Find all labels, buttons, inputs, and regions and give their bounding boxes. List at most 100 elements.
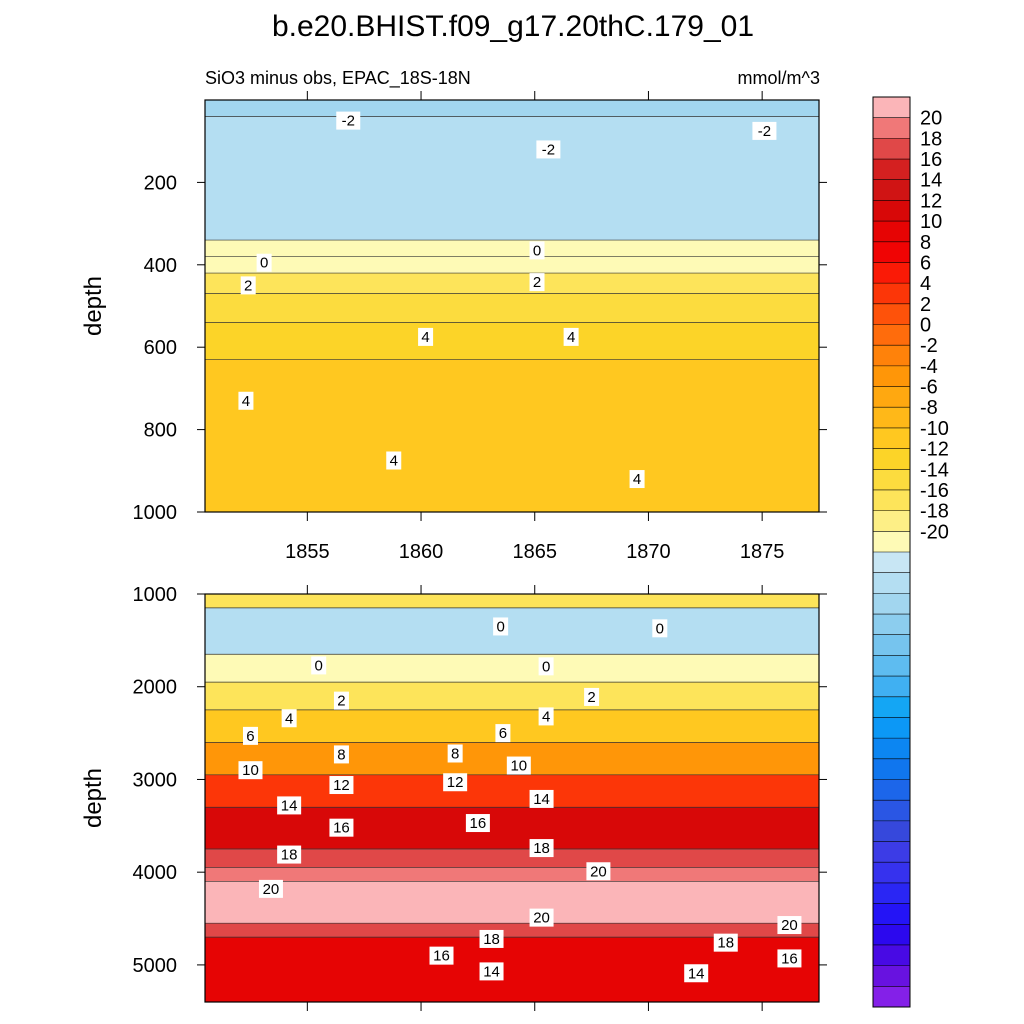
colorbar-swatch: [873, 531, 910, 553]
lower-contour-label-bg: [777, 916, 802, 935]
lower-y-tick-label: 1000: [133, 584, 178, 606]
colorbar: 20181614121086420-2-4-6-8-10-12-14-16-18…: [872, 96, 949, 1008]
colorbar-tick-label: -14: [920, 459, 949, 481]
lower-contour-label-bg: [713, 933, 738, 952]
upper-contour-label-bg: [529, 241, 545, 260]
colorbar-tick-label: 4: [920, 273, 931, 295]
upper-contour-label-bg: [529, 273, 545, 292]
colorbar-tick-label: 20: [920, 108, 942, 130]
colorbar-swatch: [873, 572, 910, 594]
lower-contour-label: 8: [451, 745, 459, 762]
upper-contour-label-bg: [256, 253, 272, 272]
upper-contour-band-5: [205, 293, 819, 323]
lower-contour-label-bg: [529, 839, 554, 858]
lower-contour-label-bg: [258, 879, 283, 898]
colorbar-tick-label: 8: [920, 232, 931, 254]
lower-contour-label: 20: [533, 910, 550, 927]
colorbar-tick-label: 16: [920, 149, 942, 171]
colorbar-tick-label: -16: [920, 480, 949, 502]
colorbar-tick-label: 14: [920, 170, 942, 192]
upper-contour-label: -2: [758, 123, 771, 140]
lower-contour-label-bg: [277, 796, 302, 815]
lower-contour-band-4: [205, 709, 819, 743]
colorbar-swatch: [873, 696, 910, 718]
upper-y-tick-label: 200: [144, 172, 177, 194]
colorbar-swatch: [873, 655, 910, 677]
colorbar-tick-label: -20: [920, 521, 949, 543]
colorbar-tick-label: -8: [920, 397, 938, 419]
lower-contour-label: 6: [499, 725, 507, 742]
lower-contour-band-1: [205, 607, 819, 655]
lower-contour-band-11: [205, 923, 819, 938]
colorbar-tick-label: 12: [920, 190, 942, 212]
colorbar-swatch: [873, 758, 910, 780]
subtitle-units: mmol/m^3: [738, 68, 820, 88]
lower-contour-label-bg: [333, 745, 349, 764]
colorbar-tick-label: -12: [920, 439, 949, 461]
lower-contour-label: 14: [483, 963, 500, 980]
upper-contour-label: 4: [421, 329, 429, 346]
colorbar-tick-label: 2: [920, 294, 931, 316]
colorbar-swatch: [873, 303, 910, 325]
upper-y-axis-label: depth: [80, 276, 107, 336]
lower-contour-label: 8: [337, 746, 345, 763]
lower-contour-band-2: [205, 654, 819, 683]
colorbar-swatch: [873, 841, 910, 863]
colorbar-swatch: [873, 614, 910, 636]
colorbar-swatch: [873, 179, 910, 201]
upper-contour-label-bg: [536, 140, 561, 159]
upper-contour-label-bg: [629, 470, 645, 489]
lower-contour-label-bg: [277, 845, 302, 864]
lower-contour-label: 2: [587, 689, 595, 706]
colorbar-swatch: [873, 345, 910, 367]
colorbar-swatch: [873, 138, 910, 160]
lower-contour-label-bg: [329, 818, 354, 837]
lower-contour-label: 16: [781, 950, 798, 967]
colorbar-frame: [872, 96, 911, 1008]
colorbar-swatch: [873, 986, 910, 1008]
upper-x-tick-label: 1860: [399, 541, 444, 563]
upper-contour-label: 0: [533, 242, 541, 259]
upper-contour-label-bg: [336, 111, 361, 130]
lower-contour-label: 14: [533, 791, 550, 808]
colorbar-swatch: [873, 283, 910, 305]
upper-contour-label: -2: [542, 141, 555, 158]
colorbar-swatch: [873, 779, 910, 801]
lower-contour-label-bg: [465, 814, 490, 833]
lower-contour-label: 0: [656, 620, 664, 637]
lower-contour-label: 18: [281, 847, 298, 864]
colorbar-swatch: [873, 407, 910, 429]
lower-contour-label: 0: [496, 618, 504, 635]
lower-contour-label-bg: [479, 962, 504, 981]
upper-contour-band-1: [205, 116, 819, 241]
lower-contour-label-bg: [506, 756, 531, 775]
upper-contour-label: 4: [242, 393, 250, 410]
upper-contour-label-bg: [752, 121, 777, 140]
lower-y-tick-label: 3000: [133, 769, 178, 791]
colorbar-swatch: [873, 200, 910, 222]
colorbar-tick-label: 10: [920, 211, 942, 233]
colorbar-swatch: [873, 386, 910, 408]
upper-x-tick-label: 1865: [512, 541, 557, 563]
upper-contour-label: 2: [244, 277, 252, 294]
colorbar-swatch: [873, 427, 910, 449]
lower-contour-label-bg: [333, 691, 349, 710]
upper-y-tick-label: 1000: [133, 502, 178, 524]
colorbar-swatch: [873, 262, 910, 284]
upper-contour-label: 4: [633, 471, 641, 488]
upper-contour-band-3: [205, 256, 819, 274]
lower-contour-label: 16: [470, 815, 487, 832]
lower-contour-band-3: [205, 682, 819, 710]
lower-contour-label: 20: [263, 881, 280, 898]
lower-contour-label: 4: [285, 710, 293, 727]
upper-contour-label: -2: [342, 113, 355, 130]
colorbar-swatch: [873, 924, 910, 946]
upper-contour-band-7: [205, 359, 819, 512]
colorbar-tick-label: -18: [920, 501, 949, 523]
upper-contour-label-bg: [240, 276, 256, 295]
upper-contour-band-6: [205, 322, 819, 360]
lower-contour-label-bg: [329, 776, 354, 795]
